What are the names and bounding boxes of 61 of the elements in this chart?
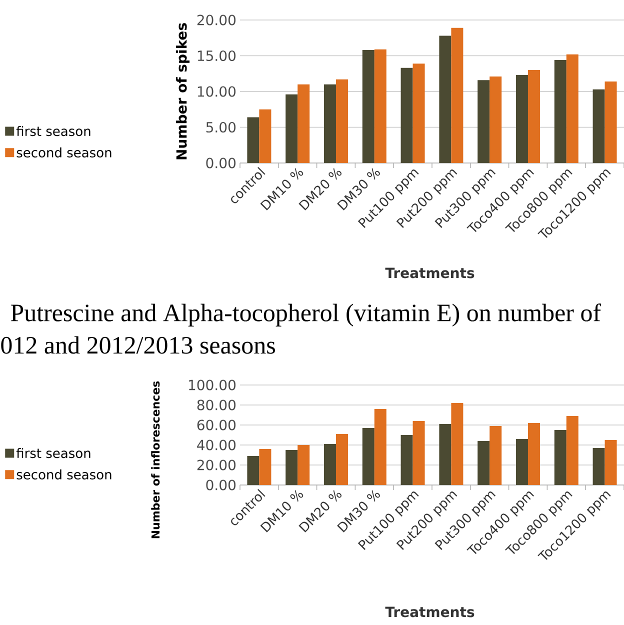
- bar: [247, 456, 260, 485]
- y-tick-label: 20.00: [197, 14, 236, 26]
- legend-label: second season: [16, 469, 112, 480]
- y-tick-label: 0.00: [206, 158, 236, 168]
- bar: [566, 416, 578, 485]
- bar: [336, 79, 348, 163]
- bar: [439, 36, 452, 163]
- bar: [362, 428, 374, 485]
- y-axis-title: Number of inflorescences: [151, 381, 160, 538]
- bar: [374, 49, 386, 163]
- y-tick-label: 0.00: [206, 480, 236, 490]
- bar: [412, 420, 425, 485]
- bar: [286, 94, 298, 163]
- bar: [298, 84, 310, 163]
- bar: [336, 434, 348, 485]
- bar: [516, 438, 528, 485]
- bar: [478, 80, 490, 163]
- legend-label: first season: [16, 448, 90, 458]
- y-axis-title: Number of spikes: [176, 23, 190, 160]
- bar: [374, 409, 386, 485]
- bar: [259, 109, 272, 163]
- y-tick-label: 10.00: [198, 86, 236, 97]
- y-tick-label: 5.00: [206, 122, 236, 133]
- bar: [592, 89, 605, 163]
- x-axis-title: Treatments: [385, 268, 474, 278]
- bar: [528, 422, 540, 485]
- bar: [247, 117, 260, 163]
- bar: [400, 68, 413, 163]
- bar: [451, 28, 464, 163]
- bar: [554, 60, 566, 163]
- bar: [490, 76, 502, 163]
- x-axis-title: Treatments: [385, 606, 474, 618]
- bar: [298, 444, 310, 485]
- y-tick-label: 80.00: [197, 400, 236, 410]
- bar: [516, 75, 528, 163]
- bar: [259, 448, 272, 485]
- bar: [528, 70, 540, 163]
- text: 012 and 2012/2013 seasons: [1, 336, 275, 354]
- legend-label: second season: [16, 147, 112, 158]
- bar: [324, 444, 336, 485]
- bar: [439, 424, 452, 485]
- y-tick-label: 100.00: [189, 380, 236, 390]
- bar: [478, 440, 490, 485]
- bar: [566, 54, 578, 163]
- bar: [490, 426, 502, 485]
- bar: [554, 430, 566, 485]
- y-tick-label: 40.00: [197, 440, 236, 450]
- bar: [604, 81, 617, 163]
- text: Putrescine and Alpha-tocopherol (vitamin E) on number of: [10, 304, 602, 326]
- bar: [604, 440, 617, 485]
- y-tick-label: 60.00: [197, 420, 236, 430]
- bar: [400, 435, 413, 485]
- bar: [451, 402, 464, 485]
- bar: [592, 448, 605, 485]
- y-tick-label: 15.00: [198, 50, 236, 62]
- bar: [412, 64, 425, 163]
- legend-label: first season: [16, 126, 90, 136]
- bar: [324, 84, 336, 163]
- bar: [286, 450, 298, 485]
- y-tick-label: 20.00: [197, 460, 236, 470]
- bar: [362, 50, 374, 163]
